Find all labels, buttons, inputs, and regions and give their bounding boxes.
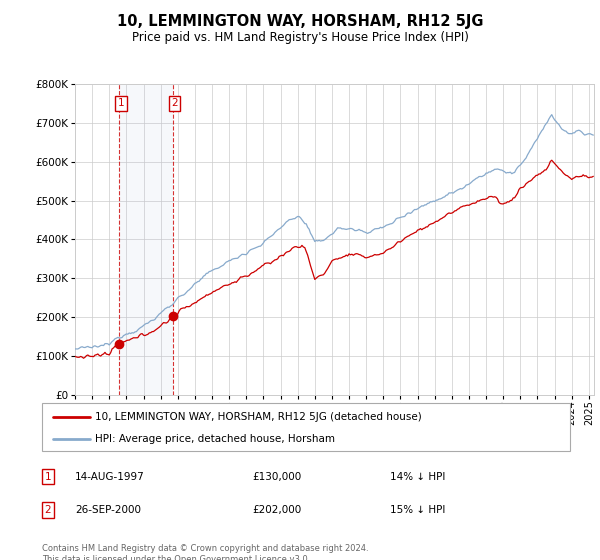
Text: 2: 2 [44,505,52,515]
Text: 10, LEMMINGTON WAY, HORSHAM, RH12 5JG: 10, LEMMINGTON WAY, HORSHAM, RH12 5JG [117,14,483,29]
Text: 10, LEMMINGTON WAY, HORSHAM, RH12 5JG (detached house): 10, LEMMINGTON WAY, HORSHAM, RH12 5JG (d… [95,412,422,422]
Text: £130,000: £130,000 [252,472,301,482]
Text: 2: 2 [171,99,178,109]
FancyBboxPatch shape [42,403,570,451]
Text: Contains HM Land Registry data © Crown copyright and database right 2024.
This d: Contains HM Land Registry data © Crown c… [42,544,368,560]
Text: HPI: Average price, detached house, Horsham: HPI: Average price, detached house, Hors… [95,434,335,444]
Text: 15% ↓ HPI: 15% ↓ HPI [390,505,445,515]
Text: £202,000: £202,000 [252,505,301,515]
Text: 1: 1 [118,99,124,109]
Text: 26-SEP-2000: 26-SEP-2000 [75,505,141,515]
Bar [119,84,173,395]
Text: 14% ↓ HPI: 14% ↓ HPI [390,472,445,482]
Text: Price paid vs. HM Land Registry's House Price Index (HPI): Price paid vs. HM Land Registry's House … [131,31,469,44]
Text: 1: 1 [44,472,52,482]
Text: 14-AUG-1997: 14-AUG-1997 [75,472,145,482]
